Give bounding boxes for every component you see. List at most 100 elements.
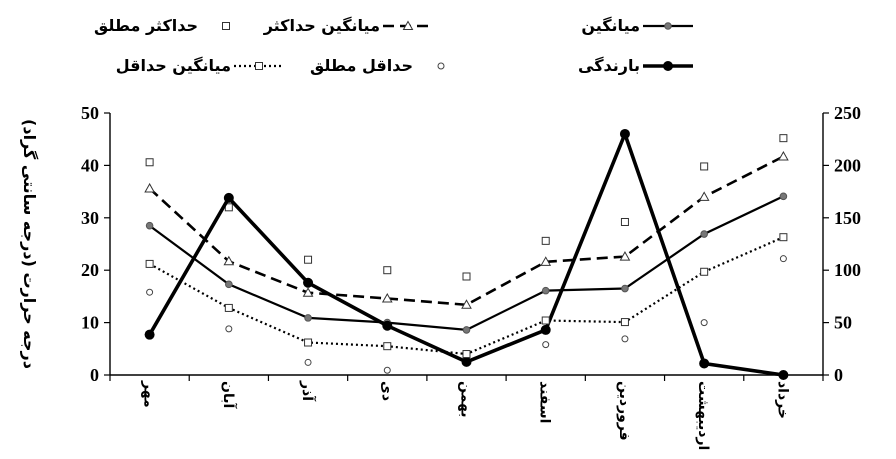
data-point [540,324,551,335]
legend-swatch-marker [255,62,263,70]
data-point [302,287,314,297]
data-point [144,329,155,340]
legend-swatch-marker [402,20,414,30]
data-point [619,128,630,139]
data-point [144,182,155,193]
right-tick-label: 50 [834,313,852,333]
series-line [148,128,784,377]
legend-swatch-marker [664,22,672,30]
data-point [620,217,629,226]
series-line [148,155,784,307]
series-3 [144,128,789,380]
left-tick-label: 10 [81,313,99,333]
data-point [778,150,789,161]
category-label: اردیبهشت [695,381,711,450]
data-point [698,191,710,201]
left-tick-label: 30 [81,208,99,228]
data-point [621,284,629,293]
category-label: دی [378,381,394,401]
data-point [541,316,550,325]
legend-item-1: میانگین حداکثر [263,16,433,35]
data-point [700,230,708,238]
legend-label: میانگین [581,16,640,35]
series-2 [145,134,788,281]
category-label: اسفند [537,381,553,423]
data-point [145,158,154,167]
left-tick-label: 50 [81,103,99,123]
data-point [223,192,234,203]
legend-item-5: میانگین حداقل [116,56,284,75]
legend-item-4: حداقل مطلق [310,56,445,75]
legend-item-0: میانگین [581,16,693,35]
data-point [224,303,233,312]
data-point [541,236,550,245]
legend: میانگین میانگین حداکثر حداکثر مطلق بارندگی ح… [94,16,693,75]
data-point [145,221,154,230]
right-tick-label: 150 [834,208,861,228]
data-point [779,233,788,242]
legend-swatch-marker [663,61,673,71]
left-tick-label: 20 [81,260,99,280]
legend-label: حداکثر مطلق [94,16,198,35]
data-point [462,272,471,281]
data-point [304,338,313,347]
data-point [779,192,788,201]
legend-label: میانگین حداقل [116,56,231,75]
data-point [779,134,788,143]
right-tick-label: 100 [834,260,861,280]
data-point [621,335,629,343]
data-point [620,318,629,327]
right-tick-label: 0 [834,365,843,385]
data-point [699,358,710,369]
legend-label: حداقل مطلق [310,56,413,75]
data-point [225,325,233,333]
data-point [383,366,391,374]
category-label: مهر [141,380,157,408]
data-point [304,255,313,264]
data-point [304,314,312,322]
data-point [540,256,552,266]
data-point [383,266,392,275]
data-point [462,350,471,359]
data-point [145,259,154,268]
data-point [461,356,472,367]
data-point [225,280,233,289]
left-tick-label: 0 [90,365,99,385]
data-point [700,267,709,276]
data-point [700,319,708,327]
right-tick-label: 200 [834,155,861,175]
left-tick-label: 40 [81,155,99,175]
category-label: آذر [299,380,317,402]
legend-label: میانگین حداکثر [263,16,380,35]
right-tick-label: 250 [834,103,861,123]
axes: 0 10 20 30 40 50 0 50 100 150 200 250 مهر آبان آذر دی به… [81,103,861,450]
category-label: بهمن [458,381,474,417]
data-point [382,320,393,331]
data-point [700,162,709,171]
legend-label: بارندگی [578,56,640,75]
legend-swatch-marker [222,22,230,30]
data-point [381,292,393,303]
legend-item-2: حداکثر مطلق [94,16,230,35]
data-point [383,342,392,351]
data-point [541,286,550,295]
legend-swatch-marker [437,62,445,70]
data-point [461,299,472,309]
data-point [223,255,235,266]
series-layer [144,128,789,380]
data-point [304,358,312,366]
data-point [146,288,154,296]
series-4 [146,255,787,374]
data-point [303,277,314,288]
data-point [778,370,789,380]
category-label: آبان [220,381,238,409]
series-line [149,236,784,356]
category-label: فروردین [616,381,632,441]
y-axis-label-left: درجه حرارت (درجه سانتی گراد) [20,119,39,369]
series-5 [145,233,788,359]
data-point [619,251,631,261]
series-1 [144,150,789,309]
legend-item-3: بارندگی [578,56,693,75]
data-point [542,341,550,349]
